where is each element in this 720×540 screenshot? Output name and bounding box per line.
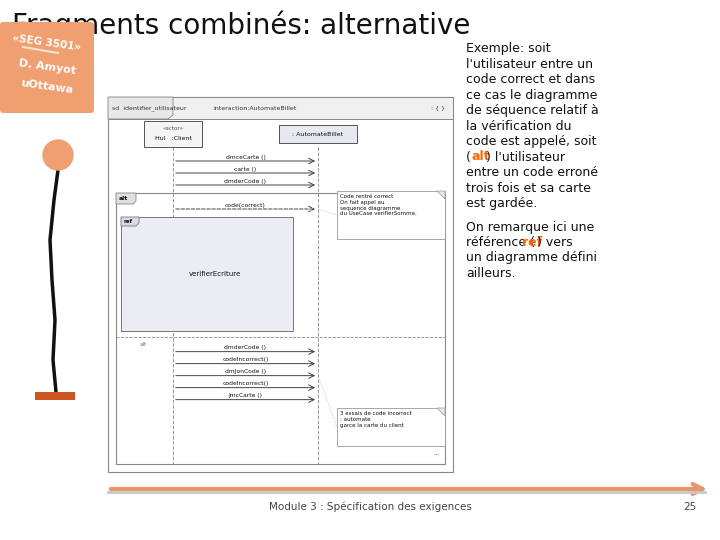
- Text: Exemple: soit: Exemple: soit: [466, 42, 551, 55]
- Bar: [121, 217, 293, 330]
- FancyBboxPatch shape: [0, 22, 94, 113]
- Polygon shape: [116, 193, 136, 204]
- Bar: [144, 121, 202, 147]
- Bar: [108, 97, 453, 472]
- Text: 25: 25: [683, 502, 697, 512]
- Text: Module 3 : Spécification des exigences: Module 3 : Spécification des exigences: [269, 502, 472, 512]
- Text: codeIncorrect(): codeIncorrect(): [222, 357, 269, 362]
- Text: sd  identifier_utilisateur: sd identifier_utilisateur: [112, 105, 186, 111]
- Text: code est appelé, soit: code est appelé, soit: [466, 135, 596, 148]
- Text: code(correct): code(correct): [225, 202, 266, 207]
- Text: dmJonCode (): dmJonCode (): [225, 369, 266, 374]
- Text: alt: alt: [471, 151, 490, 164]
- Text: l'utilisateur entre un: l'utilisateur entre un: [466, 57, 593, 71]
- Text: est gardée.: est gardée.: [466, 197, 537, 210]
- Text: Fragments combinés: alternative: Fragments combinés: alternative: [12, 10, 470, 39]
- Text: Hul   :Client: Hul :Client: [155, 137, 192, 141]
- Text: code correct et dans: code correct et dans: [466, 73, 595, 86]
- Polygon shape: [35, 392, 75, 400]
- Text: ref: ref: [522, 236, 542, 249]
- Text: ce cas le diagramme: ce cas le diagramme: [466, 89, 598, 102]
- Text: codeIncorrect(): codeIncorrect(): [222, 381, 269, 386]
- Text: dmceCarte (): dmceCarte (): [225, 154, 266, 159]
- Text: ...: ...: [433, 450, 440, 456]
- Text: «SEG 3501»: «SEG 3501»: [12, 33, 82, 53]
- Text: interaction:AutomateBillet: interaction:AutomateBillet: [213, 105, 296, 111]
- Text: D. Amyot: D. Amyot: [18, 58, 76, 76]
- Bar: [337, 408, 445, 446]
- Text: uOttawa: uOttawa: [20, 78, 74, 96]
- Text: de séquence relatif à: de séquence relatif à: [466, 104, 599, 117]
- Bar: [337, 191, 445, 239]
- Text: ailleurs.: ailleurs.: [466, 267, 516, 280]
- Text: JmcCarte (): JmcCarte (): [228, 393, 263, 398]
- Text: ) vers: ) vers: [537, 236, 573, 249]
- Text: entre un code erroné: entre un code erroné: [466, 166, 598, 179]
- Text: : AutomateBillet: : AutomateBillet: [292, 132, 343, 137]
- Bar: [108, 97, 453, 119]
- Text: dmderCode (): dmderCode (): [225, 179, 266, 184]
- Text: ) l'utilisateur: ) l'utilisateur: [487, 151, 565, 164]
- Polygon shape: [108, 97, 173, 119]
- Text: : { }: : { }: [431, 105, 445, 111]
- Text: référence (: référence (: [466, 236, 535, 249]
- Text: Code rentré correct
On fait appel au
sequence diagramme
du UseCase verifierSomme: Code rentré correct On fait appel au seq…: [340, 194, 417, 217]
- Text: un diagramme défini: un diagramme défini: [466, 252, 597, 265]
- Bar: [116, 193, 445, 464]
- Text: ref: ref: [124, 219, 133, 224]
- Circle shape: [43, 140, 73, 170]
- Text: la vérification du: la vérification du: [466, 119, 572, 132]
- Text: carte (): carte (): [235, 166, 256, 172]
- Text: On remarque ici une: On remarque ici une: [466, 220, 594, 233]
- Text: alt: alt: [140, 342, 147, 347]
- Polygon shape: [437, 191, 445, 199]
- Text: 3 essais de code incorrect
: automate
garce la carte du client: 3 essais de code incorrect : automate ga…: [340, 411, 412, 428]
- Text: «actor»: «actor»: [163, 126, 184, 132]
- Polygon shape: [121, 217, 139, 226]
- Polygon shape: [437, 408, 445, 416]
- Text: verifierEcriture: verifierEcriture: [189, 271, 241, 277]
- Text: dmderCode (): dmderCode (): [225, 345, 266, 350]
- Text: alt: alt: [119, 196, 128, 201]
- Text: trois fois et sa carte: trois fois et sa carte: [466, 181, 591, 194]
- Bar: [279, 125, 357, 143]
- Text: (: (: [466, 151, 471, 164]
